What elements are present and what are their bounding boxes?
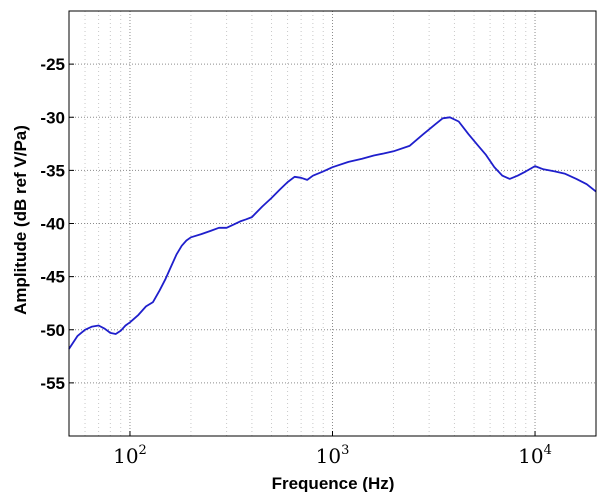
x-axis-label: Frequence (Hz) <box>272 474 395 492</box>
y-axis-label: Amplitude (dB ref V/Pa) <box>11 125 30 315</box>
y-tick-label: -25 <box>40 55 65 74</box>
y-tick-label: -55 <box>40 374 65 393</box>
y-tick-label: -45 <box>40 268 65 287</box>
x-axis-ticks: 102 103 104 <box>113 431 552 468</box>
y-tick-label: -35 <box>40 161 65 180</box>
grid <box>69 11 596 436</box>
y-axis-ticks: -25 -30 -35 -40 -45 -50 -55 <box>40 55 74 393</box>
x-tick-label: 103 <box>316 443 350 468</box>
y-tick-label: -40 <box>40 215 65 234</box>
x-tick-exponent: 4 <box>544 443 552 458</box>
series-line <box>68 116 597 350</box>
x-tick-label: 104 <box>518 443 552 468</box>
y-tick-label: -30 <box>40 108 65 127</box>
x-tick-base: 10 <box>316 444 341 468</box>
x-tick-label: 102 <box>113 443 147 468</box>
x-tick-exponent: 3 <box>341 443 349 458</box>
y-tick-label: -50 <box>40 321 65 340</box>
x-tick-exponent: 2 <box>139 443 147 458</box>
x-tick-base: 10 <box>113 444 138 468</box>
plot-area <box>68 116 597 350</box>
x-tick-base: 10 <box>518 444 543 468</box>
